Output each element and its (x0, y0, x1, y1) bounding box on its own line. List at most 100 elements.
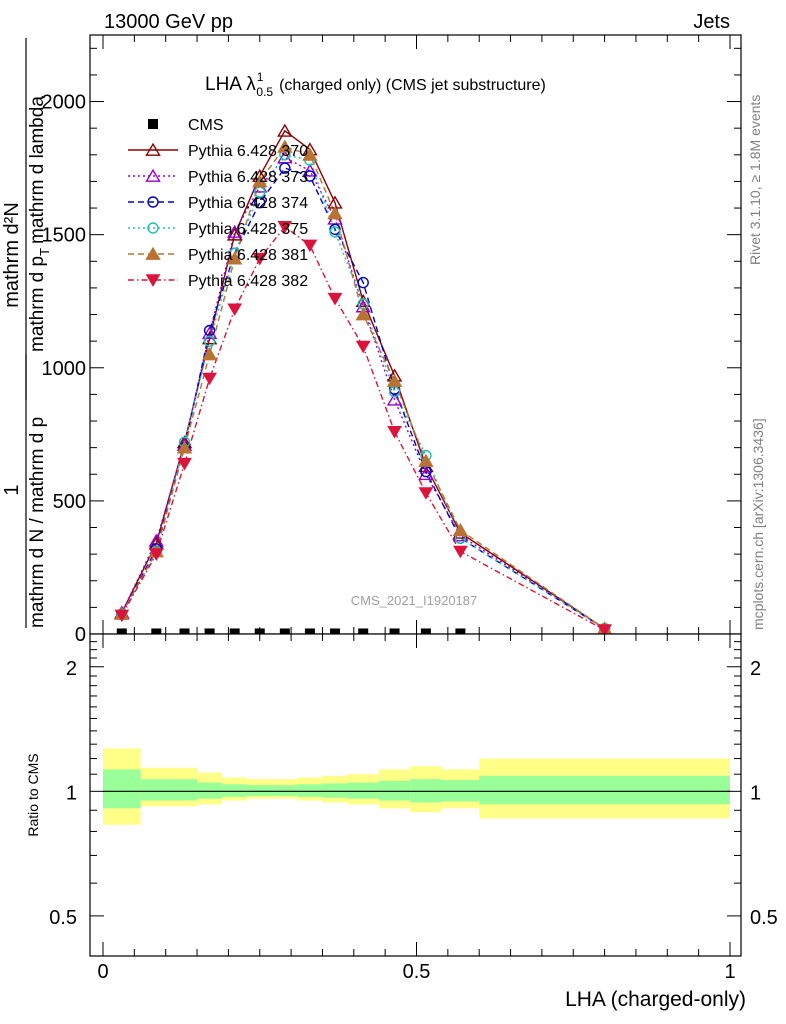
ratio-band-stat (479, 775, 730, 805)
ratio-ytick-label-right: 2 (750, 658, 761, 680)
chart-title: LHA λ1 0.5 (charged only) (CMS jet substru… (205, 70, 546, 99)
title-subscript: 0.5 (256, 85, 273, 99)
process-label: Jets (693, 11, 730, 33)
ratio-frame (89, 633, 742, 957)
mc-point-triangle-down (418, 487, 434, 500)
ratio-ytick-label-right: 1 (750, 782, 761, 804)
ratio-band-stat (197, 782, 223, 799)
series-line-4 (121, 154, 605, 630)
mc-point-triangle (252, 174, 268, 188)
main-ytick-label: 500 (53, 491, 86, 513)
legend: CMS Pythia 6.428 370 Pythia 6.428 373 Pythi… (128, 117, 308, 290)
mc-point-triangle-down (302, 239, 318, 253)
ratio-xtick-label: 0 (97, 961, 108, 983)
mc-point-triangle (201, 347, 218, 361)
ratio-band-stat (272, 785, 298, 796)
ylabel-den-tail: mathrm d lambda (27, 96, 48, 244)
ratio-band-stat (297, 784, 323, 797)
rivet-label: Rivet 3.1.10, ≥ 1.8M events (747, 95, 763, 265)
main-ylabel: 1 mathrm d N / mathrm d p mathrm d²N mat… (1, 38, 52, 628)
mc-point-triangle (145, 168, 161, 182)
legend-label-4: Pythia 6.428 375 (188, 221, 308, 238)
ylabel-denominator-top: mathrm d N / mathrm d p (27, 417, 48, 628)
mc-point-circle (147, 196, 159, 208)
title-main: LHA λ (205, 74, 256, 95)
series-line-3 (121, 167, 605, 630)
cms-data-point (148, 119, 158, 129)
ratio-panel: 0.5 0.51 12 2 0 0.5 1 Ratio to CMS LHA (charg… (25, 633, 778, 1011)
ratio-band-stat (103, 769, 141, 809)
ylabel-one: 1 (1, 484, 23, 495)
ratio-ytick-labels: 0.5 0.5 1 1 2 2 (49, 658, 778, 929)
mc-point-triangle-down (597, 624, 612, 637)
ylabel-denominator-main: mathrm d pTmathrm d lambda (27, 96, 52, 352)
mc-point-circle (329, 226, 341, 238)
mc-point-triangle (386, 373, 403, 387)
mc-point-triangle (355, 307, 371, 321)
analysis-watermark: CMS_2021_I1920187 (351, 593, 478, 608)
ratio-band-stat (140, 779, 198, 801)
mc-point-triangle (201, 325, 218, 340)
mc-point-triangle (302, 147, 318, 161)
mc-point-triangle (452, 522, 469, 537)
mc-point-triangle-down (327, 292, 343, 306)
mc-point-triangle (145, 142, 161, 156)
mc-point-triangle-down (145, 274, 161, 287)
legend-label-5: Pythia 6.428 381 (188, 247, 308, 264)
mc-point-circle (357, 276, 369, 289)
mc-point-triangle-down (453, 545, 468, 559)
legend-label-3: Pythia 6.428 374 (188, 195, 308, 212)
mc-point-triangle (176, 440, 193, 454)
legend-label-1: Pythia 6.428 370 (188, 143, 308, 160)
ratio-band-stat (378, 780, 411, 801)
ratio-ytick-label: 0.5 (49, 907, 77, 929)
series-markers (114, 123, 613, 639)
mc-point-triangle (226, 224, 243, 238)
legend-label-2: Pythia 6.428 373 (188, 169, 308, 186)
ylabel-numerator-main: mathrm d²N (1, 202, 23, 308)
main-panel: 0 500 1000 1500 2000 CMS_2021_I1920187 LHA λ… (42, 34, 742, 646)
ratio-xtick-label: 0.5 (403, 961, 431, 983)
ylabel-den-sub: T (37, 248, 52, 256)
title-superscript: 1 (257, 70, 264, 84)
mc-point-triangle (418, 467, 434, 481)
mc-point-triangle (226, 227, 243, 241)
ratio-band-stat (347, 782, 379, 799)
main-ytick-label: 1500 (42, 225, 87, 247)
ylabel-den-main: mathrm d p (27, 256, 48, 352)
title-rest: (charged only) (CMS jet substructure) (279, 77, 546, 94)
mc-point-triangle-down (355, 340, 371, 354)
mc-point-triangle-down (148, 548, 164, 561)
mc-point-triangle (277, 139, 293, 153)
ratio-ytick-label-right: 0.5 (750, 907, 778, 929)
mc-point-triangle (386, 392, 403, 406)
mc-point-triangle (302, 163, 318, 177)
legend-label-6: Pythia 6.428 382 (188, 273, 308, 290)
mc-point-triangle-down (227, 303, 243, 317)
mc-point-triangle-down (387, 425, 402, 439)
mc-point-triangle (145, 246, 161, 260)
mc-point-triangle-down (252, 252, 268, 266)
mc-point-triangle (277, 123, 293, 137)
series-line-5 (121, 145, 605, 630)
ratio-band-stat (322, 783, 348, 798)
main-ytick-label: 2000 (42, 92, 87, 114)
mc-point-triangle-down (277, 220, 293, 234)
xlabel: LHA (charged-only) (565, 988, 746, 1011)
mc-point-triangle-down (114, 609, 130, 623)
main-ytick-labels: 0 500 1000 1500 2000 (42, 92, 87, 646)
legend-label-0: CMS (188, 117, 224, 134)
ratio-ytick-label: 2 (66, 658, 77, 680)
ratio-xtick-label: 1 (724, 961, 735, 983)
mc-point-circle (279, 162, 291, 174)
main-ytick-label: 1000 (42, 358, 87, 380)
ratio-band-stat (222, 784, 248, 797)
mc-point-triangle (226, 251, 243, 265)
energy-label: 13000 GeV pp (104, 11, 233, 33)
ratio-ticks (90, 634, 741, 956)
mc-point-circle (147, 222, 159, 234)
mc-point-triangle-down (202, 372, 217, 386)
mc-point-triangle-down (177, 457, 192, 471)
mc-point-circle (203, 335, 216, 347)
